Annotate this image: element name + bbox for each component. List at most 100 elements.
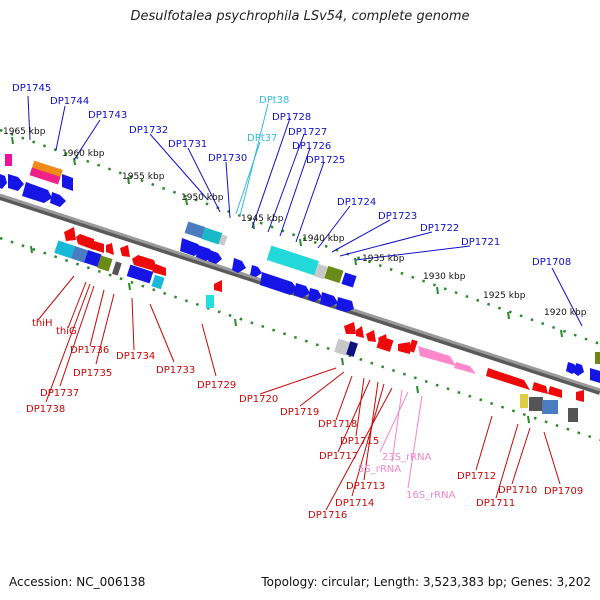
major-tick xyxy=(560,329,563,338)
gene-feature xyxy=(266,245,319,276)
gene-label: thiH xyxy=(32,318,53,329)
scale-label: 1920 kbp xyxy=(544,308,587,318)
major-ticks xyxy=(11,136,563,424)
gene-label: DP1726 xyxy=(292,141,331,152)
scale-label: 1950 kbp xyxy=(181,193,224,203)
gene-label: DP1738 xyxy=(26,404,65,415)
gene-feature xyxy=(529,397,543,411)
leader-line xyxy=(267,133,305,233)
leader-line xyxy=(95,293,115,365)
gene-feature xyxy=(574,363,584,376)
major-tick xyxy=(507,311,510,320)
gene-feature xyxy=(454,362,476,374)
gene-label: DP1724 xyxy=(337,197,376,208)
leader-line xyxy=(495,423,519,499)
gene-feature xyxy=(206,295,214,308)
gene-label: DP1714 xyxy=(335,498,374,509)
gene-feature xyxy=(152,264,166,276)
gene-feature xyxy=(532,382,548,394)
inner-tick-row xyxy=(0,236,600,442)
gene-feature xyxy=(184,221,206,239)
major-tick xyxy=(341,357,344,366)
map-title: Desulfotalea psychrophila LSv54, complet… xyxy=(130,9,470,24)
gene-label: DP1711 xyxy=(476,498,515,509)
gene-label: DP1710 xyxy=(498,485,537,496)
gene-feature xyxy=(408,339,418,353)
leader-line xyxy=(339,231,433,257)
gene-feature xyxy=(590,368,600,383)
gene-label: DP1745 xyxy=(12,83,51,94)
gene-label: DP1732 xyxy=(129,125,168,136)
leader-line xyxy=(235,141,261,215)
gene-feature xyxy=(208,250,222,264)
gene-label: DP1735 xyxy=(73,368,112,379)
leader-line xyxy=(279,147,311,237)
major-tick xyxy=(128,282,131,291)
reverse-genes xyxy=(54,227,584,422)
gene-label: DP1708 xyxy=(532,257,571,268)
gene-feature xyxy=(92,241,104,253)
leader-line xyxy=(475,415,493,471)
forward-genes xyxy=(0,154,600,383)
leader-line xyxy=(55,105,66,151)
gene-feature xyxy=(376,336,394,352)
major-tick xyxy=(354,257,357,266)
gene-feature xyxy=(84,250,102,267)
leader-line xyxy=(511,427,531,485)
major-tick xyxy=(185,197,188,206)
genome-map: 1965 kbp 1960 kbp 1955 kbp 1950 kbp 1945… xyxy=(0,83,600,521)
leader-line xyxy=(379,391,409,453)
gene-feature xyxy=(542,400,558,414)
gene-feature xyxy=(568,408,578,422)
gene-feature xyxy=(548,386,562,398)
gene-feature xyxy=(5,154,12,166)
leader-line xyxy=(325,387,393,511)
gene-feature xyxy=(97,255,113,272)
major-tick xyxy=(30,245,33,254)
gene-feature xyxy=(50,192,66,207)
scale-label: 1965 kbp xyxy=(3,127,46,137)
gene-feature xyxy=(366,330,376,342)
topology-text: Topology: circular; Length: 3,523,383 bp… xyxy=(261,575,591,589)
gene-feature xyxy=(324,265,344,284)
gene-feature xyxy=(314,263,328,280)
scale-label: 1960 kbp xyxy=(62,149,105,159)
gene-feature xyxy=(356,326,364,338)
leader-line xyxy=(59,285,95,387)
major-tick xyxy=(234,318,237,327)
leader-line xyxy=(299,371,345,407)
major-tick xyxy=(127,176,130,185)
gene-feature xyxy=(22,182,52,203)
leader-line xyxy=(201,323,217,377)
scale-label: 1930 kbp xyxy=(423,272,466,282)
gene-feature xyxy=(336,297,354,312)
gene-label: DP1713 xyxy=(346,481,385,492)
leader-line xyxy=(331,219,391,253)
gene-label: 23S_rRNA xyxy=(382,452,432,463)
leader-line xyxy=(149,303,175,363)
major-tick xyxy=(11,136,14,145)
gene-feature xyxy=(294,283,310,298)
major-tick xyxy=(527,415,530,424)
forward-gene-labels: DP1745 DP1744 DP1743 DP1732 DP1731 DP173… xyxy=(12,83,571,268)
reverse-gene-labels: thiH thiG DP1736 DP1735 DP1737 DP1738 DP… xyxy=(26,318,583,521)
gene-feature xyxy=(341,272,357,288)
gene-label: DP1744 xyxy=(50,96,89,107)
gene-feature xyxy=(334,338,350,356)
tick-rows xyxy=(0,128,600,442)
leader-lines xyxy=(27,95,583,511)
outer-tick-row xyxy=(0,128,600,346)
gene-label: DP1730 xyxy=(208,153,247,164)
gene-feature xyxy=(106,243,114,255)
gene-feature xyxy=(576,390,584,402)
gene-label: DP1712 xyxy=(457,471,496,482)
leader-line xyxy=(27,95,31,141)
leader-line xyxy=(89,289,105,347)
gene-label: DP1729 xyxy=(197,380,236,391)
leader-line xyxy=(225,161,231,219)
gene-label: DP1728 xyxy=(272,112,311,123)
gene-feature xyxy=(308,288,322,302)
gene-label: DP1723 xyxy=(378,211,417,222)
gene-feature xyxy=(76,234,94,250)
leader-line xyxy=(355,245,471,261)
